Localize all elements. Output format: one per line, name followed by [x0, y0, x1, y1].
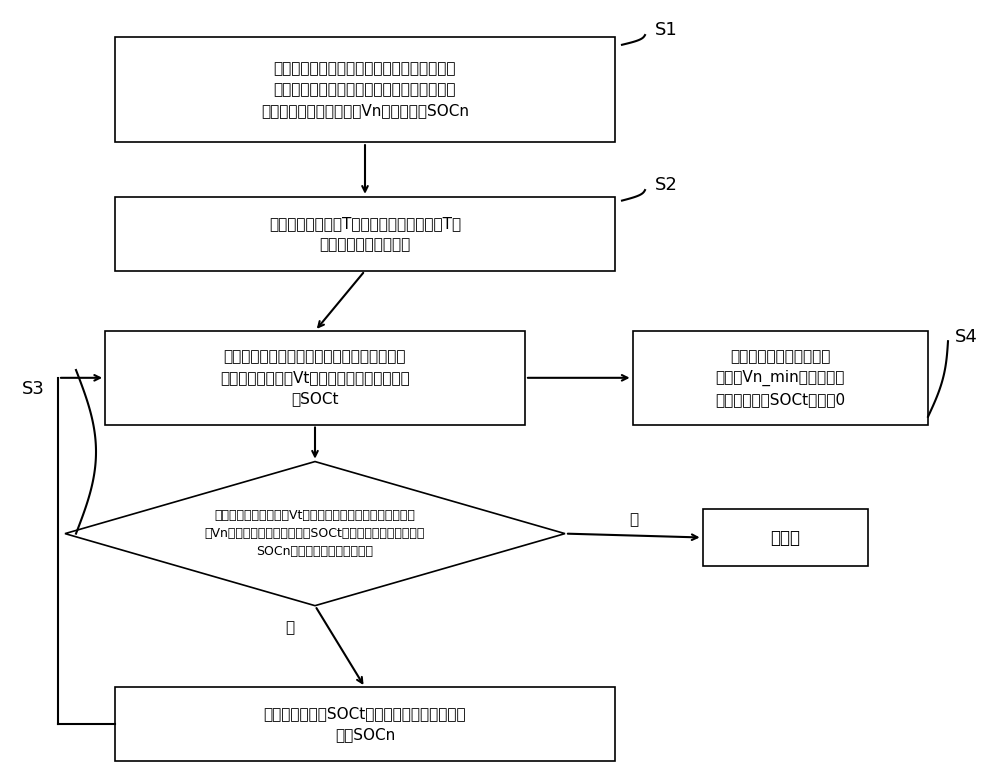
Text: 否: 否 [285, 620, 295, 635]
Text: 将当前剩余容量SOCt修正为对应修正点的电池
容量SOCn: 将当前剩余容量SOCt修正为对应修正点的电池 容量SOCn [264, 707, 466, 742]
FancyBboxPatch shape [702, 509, 868, 566]
Text: 当检测电池放电至最低放
电电压Vn_min时，将电池
当前剩余容量SOCt修正为0: 当检测电池放电至最低放 电电压Vn_min时，将电池 当前剩余容量SOCt修正为… [715, 349, 845, 407]
Text: S4: S4 [955, 327, 978, 346]
Text: 预存不同温度条件下电池的放电特性曲线，并
在放电特性曲线中预设若干个修正点，所述修
正点体现对应的放电电压Vn和电池容量SOCn: 预存不同温度条件下电池的放电特性曲线，并 在放电特性曲线中预设若干个修正点，所述… [261, 61, 469, 118]
FancyBboxPatch shape [105, 331, 525, 425]
FancyBboxPatch shape [115, 37, 615, 143]
Text: 当检测当前电池的电压Vt放电至等于预设的修正点的放电电
压Vn时，将电池当前剩余容量SOCt与对应修正点的电池容量
SOCn进行比较，判断是否一致: 当检测当前电池的电压Vt放电至等于预设的修正点的放电电 压Vn时，将电池当前剩余… [205, 509, 425, 558]
Text: S1: S1 [655, 20, 678, 39]
FancyBboxPatch shape [115, 197, 615, 271]
Text: 检测当前环境温度T，并根据当前环境温度T选
择相应的放电特性曲线: 检测当前环境温度T，并根据当前环境温度T选 择相应的放电特性曲线 [269, 216, 461, 252]
Text: 不修正: 不修正 [770, 528, 800, 547]
Text: S2: S2 [655, 176, 678, 195]
FancyBboxPatch shape [633, 331, 928, 425]
FancyBboxPatch shape [115, 688, 615, 762]
Polygon shape [65, 461, 565, 606]
Text: S3: S3 [22, 380, 45, 399]
Text: 对电池进行持续放电测试，测试过程中实时检
测当前电池的电压Vt，并计算电池当前剩余容
量SOCt: 对电池进行持续放电测试，测试过程中实时检 测当前电池的电压Vt，并计算电池当前剩… [220, 349, 410, 407]
Text: 是: 是 [629, 512, 638, 527]
